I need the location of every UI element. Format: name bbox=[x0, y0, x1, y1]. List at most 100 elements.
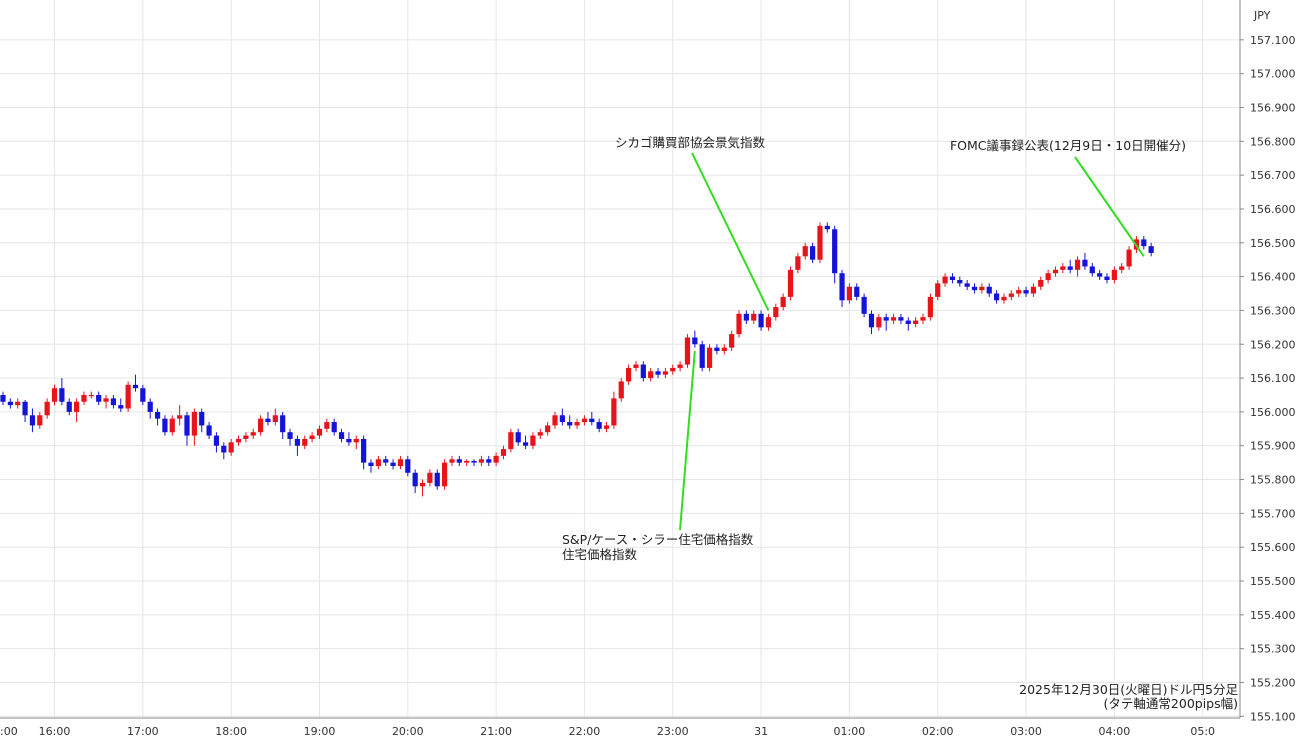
annotation-text: 住宅価格指数 bbox=[562, 547, 638, 562]
annotation-text: S&P/ケース・シラー住宅価格指数 bbox=[562, 532, 754, 547]
candle-body bbox=[228, 442, 234, 453]
candle-body bbox=[191, 411, 197, 436]
candle-body bbox=[51, 388, 58, 402]
y-tick-label: 155.400 bbox=[1250, 609, 1296, 622]
candle-body bbox=[368, 462, 374, 467]
candle-body bbox=[677, 364, 683, 368]
annotation-texts: シカゴ購買部協会景気指数 FOMC議事録公表(12月9日・10日開催分) S&P/ケ… bbox=[562, 135, 1186, 562]
candle-body bbox=[670, 367, 676, 372]
x-tick-label: 18:00 bbox=[215, 725, 247, 738]
candle-body bbox=[662, 371, 668, 375]
candle-body bbox=[338, 432, 345, 439]
candle-body bbox=[935, 283, 941, 297]
candle-body bbox=[1045, 273, 1051, 280]
candle-body bbox=[920, 317, 926, 321]
candle-body bbox=[294, 438, 300, 446]
y-tick-label: 156.700 bbox=[1250, 169, 1296, 182]
candle-body bbox=[949, 276, 956, 280]
y-tick-label: 156.000 bbox=[1250, 406, 1296, 419]
candle-body bbox=[559, 415, 565, 423]
y-tick-label: 155.700 bbox=[1250, 507, 1296, 520]
candle-body bbox=[787, 269, 794, 297]
candle-body bbox=[1141, 239, 1147, 247]
candle-body bbox=[552, 415, 558, 426]
y-tick-label: 157.100 bbox=[1250, 34, 1296, 47]
x-tick-label: 21:00 bbox=[480, 725, 512, 738]
candle-body bbox=[714, 347, 720, 352]
candle-body bbox=[1001, 296, 1007, 301]
candle-body bbox=[250, 432, 256, 436]
candle-body bbox=[721, 347, 727, 352]
x-tick-label: 31 bbox=[754, 725, 768, 738]
candle-body bbox=[500, 449, 507, 456]
candle-body bbox=[7, 401, 13, 406]
candle-body bbox=[832, 229, 838, 274]
candle-body bbox=[1104, 276, 1110, 280]
candle-body bbox=[1126, 249, 1132, 267]
x-tick-label: 22:00 bbox=[569, 725, 601, 738]
candle-body bbox=[589, 418, 595, 423]
candle-body bbox=[626, 367, 632, 382]
candle-body bbox=[324, 422, 330, 429]
candle-body bbox=[773, 307, 779, 318]
candle-body bbox=[287, 432, 293, 439]
candle-body bbox=[442, 462, 448, 487]
candle-body bbox=[537, 432, 543, 436]
annotation-line bbox=[1074, 156, 1145, 257]
price-axis-labels: 157.100 157.000 156.900 156.800 156.700 156.6… bbox=[1240, 34, 1296, 723]
y-tick-label: 156.500 bbox=[1250, 237, 1296, 250]
candle-body bbox=[383, 459, 389, 463]
candle-body bbox=[1067, 266, 1073, 270]
y-tick-label: 155.100 bbox=[1250, 710, 1296, 723]
candle-body bbox=[898, 317, 904, 321]
candle-body bbox=[331, 422, 337, 433]
candle-body bbox=[44, 401, 50, 416]
candle-body bbox=[603, 425, 610, 429]
candle-body bbox=[419, 482, 426, 487]
price-axis-panel bbox=[1240, 0, 1300, 745]
x-tick-label: 20:00 bbox=[392, 725, 424, 738]
candle-body bbox=[729, 334, 735, 348]
candle-body bbox=[353, 438, 359, 443]
candle-body bbox=[515, 432, 521, 443]
y-tick-label: 155.900 bbox=[1250, 440, 1296, 453]
candle-body bbox=[905, 320, 911, 324]
candle-body bbox=[81, 394, 87, 402]
candle-body bbox=[132, 384, 139, 389]
x-tick-label: 03:00 bbox=[1010, 725, 1042, 738]
y-tick-label: 155.500 bbox=[1250, 575, 1296, 588]
candle-body bbox=[810, 246, 816, 260]
candle-body bbox=[994, 293, 1000, 301]
y-tick-label: 156.800 bbox=[1250, 135, 1296, 148]
candle-body bbox=[258, 418, 264, 433]
candle-body bbox=[545, 425, 551, 433]
candle-body bbox=[184, 415, 190, 436]
candle-body bbox=[706, 347, 713, 368]
candle-body bbox=[824, 225, 830, 230]
candle-body bbox=[913, 320, 919, 324]
candle-body bbox=[1023, 290, 1029, 294]
candle-body bbox=[633, 364, 639, 368]
candle-body bbox=[302, 438, 308, 446]
candle-body bbox=[59, 388, 65, 402]
candle-body bbox=[942, 276, 948, 284]
candle-body bbox=[846, 286, 852, 301]
candle-body bbox=[66, 401, 72, 412]
annotation-line bbox=[691, 152, 770, 311]
candle-body bbox=[581, 418, 588, 423]
annotation-text: FOMC議事録公表(12月9日・10日開催分) bbox=[950, 138, 1186, 153]
candle-body bbox=[1148, 246, 1154, 253]
candle-body bbox=[478, 459, 484, 463]
candle-body bbox=[0, 394, 6, 402]
candle-body bbox=[743, 313, 749, 321]
candle-body bbox=[854, 286, 860, 297]
candle-body bbox=[243, 435, 249, 439]
candle-body bbox=[1030, 286, 1036, 294]
x-tick-label: :00 bbox=[0, 725, 18, 738]
time-axis-labels: :00 16:00 17:00 18:00 19:00 20:00 21:00 22:00 23… bbox=[0, 725, 1215, 738]
x-tick-label: 05:0 bbox=[1190, 725, 1215, 738]
candle-body bbox=[655, 371, 661, 375]
candle-body bbox=[265, 418, 271, 423]
candle-body bbox=[640, 364, 646, 379]
candle-body bbox=[280, 415, 286, 433]
